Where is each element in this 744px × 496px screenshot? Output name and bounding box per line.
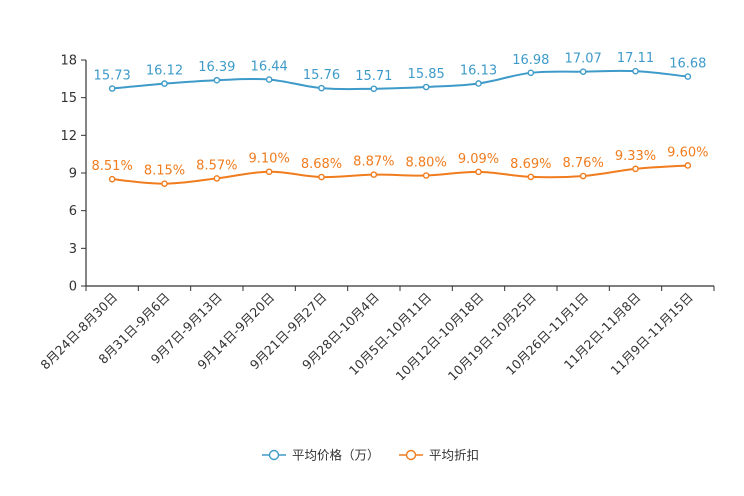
data-label: 16.68 bbox=[669, 57, 706, 72]
series-0: 15.73 16.12 16.39 16.44 15.76 15.71 15.85 16.13… bbox=[94, 51, 706, 93]
data-point[interactable] bbox=[632, 165, 639, 173]
data-label: 8.57% bbox=[196, 158, 237, 173]
data-label: 16.39 bbox=[198, 60, 235, 75]
y-tick-label: 18 bbox=[60, 54, 77, 69]
legend-label: 平均价格（万） bbox=[292, 448, 380, 463]
data-point[interactable] bbox=[475, 168, 482, 176]
data-label: 16.12 bbox=[146, 64, 183, 79]
data-point[interactable] bbox=[684, 73, 692, 80]
data-label: 16.98 bbox=[512, 53, 549, 68]
data-point[interactable] bbox=[213, 76, 221, 84]
data-point[interactable] bbox=[108, 85, 116, 92]
axes: 03691215188月24日-8月30日8月31日-9月6日9月7日-9月13… bbox=[37, 54, 715, 384]
data-point[interactable] bbox=[161, 180, 168, 187]
data-point[interactable] bbox=[108, 175, 116, 183]
data-label: 9.09% bbox=[458, 152, 499, 167]
data-point[interactable] bbox=[213, 175, 221, 182]
y-tick-label: 12 bbox=[60, 129, 77, 144]
y-tick-label: 15 bbox=[60, 91, 77, 106]
data-label: 8.69% bbox=[510, 157, 551, 172]
data-point[interactable] bbox=[422, 83, 430, 91]
data-label: 9.60% bbox=[667, 145, 708, 160]
legend-marker-icon bbox=[268, 449, 280, 461]
data-point[interactable] bbox=[161, 80, 168, 87]
data-point[interactable] bbox=[632, 67, 639, 75]
data-label: 16.44 bbox=[251, 60, 288, 75]
legend[interactable]: 平均价格（万） 平均折扣 bbox=[262, 448, 479, 463]
x-tick-label: 10月12日-10月18日 bbox=[392, 290, 486, 384]
data-label: 17.11 bbox=[617, 51, 654, 66]
data-point[interactable] bbox=[527, 69, 535, 77]
series-line bbox=[112, 69, 688, 91]
data-point[interactable] bbox=[527, 173, 535, 181]
data-label: 15.73 bbox=[94, 69, 131, 84]
data-label: 15.71 bbox=[355, 69, 392, 84]
data-label: 8.87% bbox=[353, 155, 394, 170]
legend-marker-icon bbox=[405, 449, 417, 461]
data-point[interactable] bbox=[579, 172, 587, 180]
data-label: 8.68% bbox=[301, 157, 342, 172]
data-point[interactable] bbox=[422, 172, 430, 179]
data-label: 15.85 bbox=[408, 67, 445, 82]
data-label: 9.33% bbox=[615, 149, 656, 164]
data-point[interactable] bbox=[684, 162, 692, 169]
series-1: 8.51% 8.15% 8.57% 9.10% 8.68% 8.87% 8.80% 9.09%… bbox=[92, 145, 708, 187]
y-tick-label: 3 bbox=[69, 242, 77, 257]
data-label: 8.80% bbox=[406, 156, 447, 171]
data-point[interactable] bbox=[475, 80, 482, 87]
y-tick-label: 9 bbox=[69, 167, 77, 182]
data-point[interactable] bbox=[318, 84, 325, 92]
data-label: 15.76 bbox=[303, 68, 340, 83]
data-label: 16.13 bbox=[460, 63, 497, 78]
data-point[interactable] bbox=[265, 76, 273, 83]
data-point[interactable] bbox=[265, 168, 273, 176]
data-point[interactable] bbox=[370, 171, 378, 178]
series-layer: 15.73 16.12 16.39 16.44 15.76 15.71 15.85 16.13… bbox=[92, 51, 708, 187]
x-tick-label: 10月19日-10月25日 bbox=[445, 290, 539, 384]
legend-label: 平均折扣 bbox=[429, 448, 479, 463]
data-label: 8.51% bbox=[92, 159, 133, 174]
data-label: 8.76% bbox=[563, 156, 604, 171]
legend-item-1[interactable]: 平均折扣 bbox=[399, 448, 479, 463]
data-label: 8.15% bbox=[144, 164, 185, 179]
data-label: 17.07 bbox=[565, 52, 602, 67]
data-point[interactable] bbox=[579, 68, 587, 75]
data-point[interactable] bbox=[318, 173, 325, 181]
y-tick-label: 6 bbox=[69, 204, 77, 219]
series-line bbox=[112, 164, 688, 185]
data-label: 9.10% bbox=[249, 152, 290, 167]
legend-item-0[interactable]: 平均价格（万） bbox=[262, 448, 380, 463]
data-point[interactable] bbox=[370, 85, 378, 93]
y-tick-label: 0 bbox=[69, 280, 77, 295]
